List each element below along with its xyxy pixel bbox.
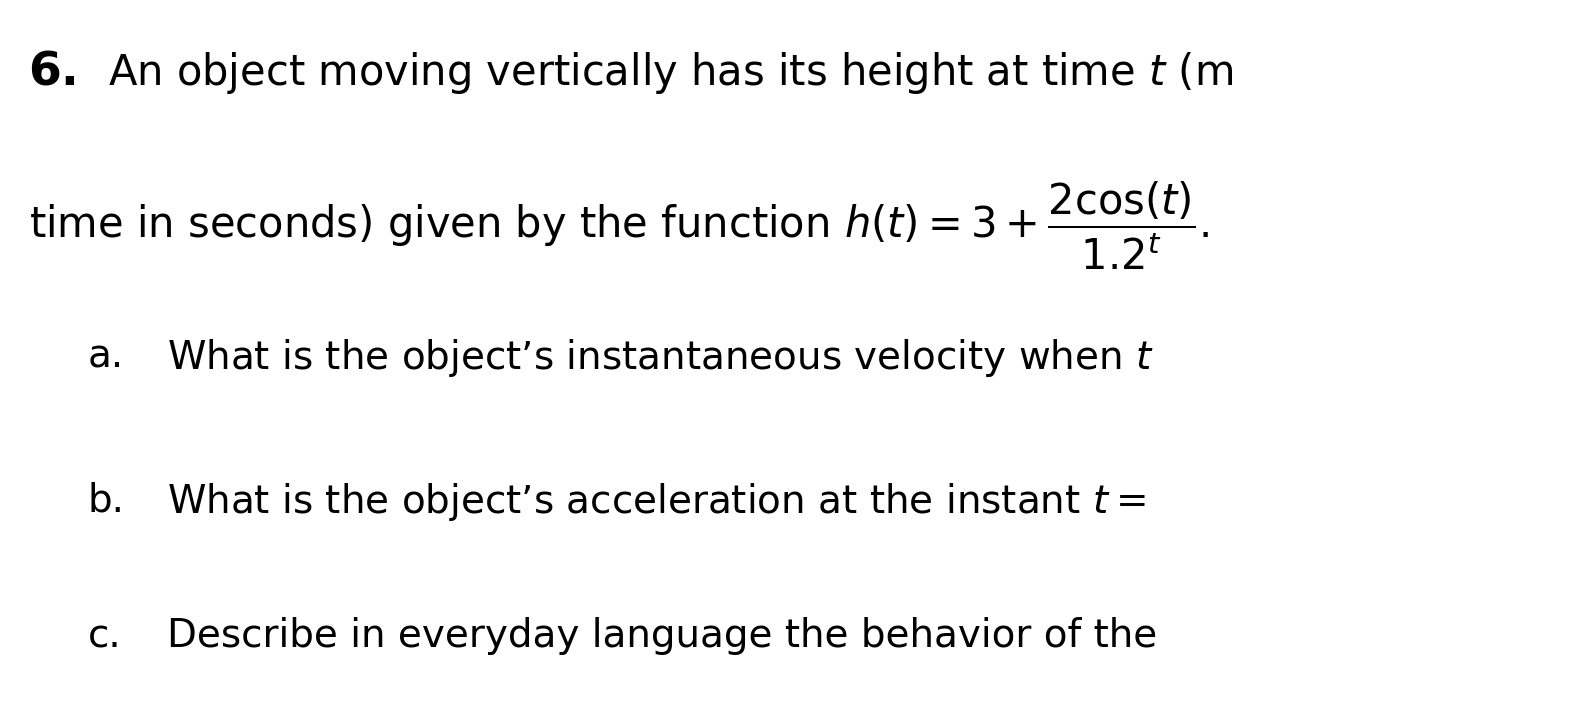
Text: What is the object’s acceleration at the instant $t =$: What is the object’s acceleration at the… — [167, 481, 1146, 523]
Text: What is the object’s instantaneous velocity when $t$: What is the object’s instantaneous veloc… — [167, 337, 1154, 379]
Text: Describe in everyday language the behavior of the: Describe in everyday language the behavi… — [167, 617, 1157, 656]
Text: 6.: 6. — [29, 50, 79, 95]
Text: c.: c. — [87, 617, 121, 656]
Text: An object moving vertically has its height at time $t$ (m⁠: An object moving vertically has its heig… — [108, 50, 1236, 96]
Text: b.: b. — [87, 481, 124, 519]
Text: time in seconds) given by the function $h(t) = 3 + \dfrac{2\cos(t)}{1.2^{t}}$.: time in seconds) given by the function $… — [29, 180, 1209, 271]
Text: a.: a. — [87, 337, 124, 376]
